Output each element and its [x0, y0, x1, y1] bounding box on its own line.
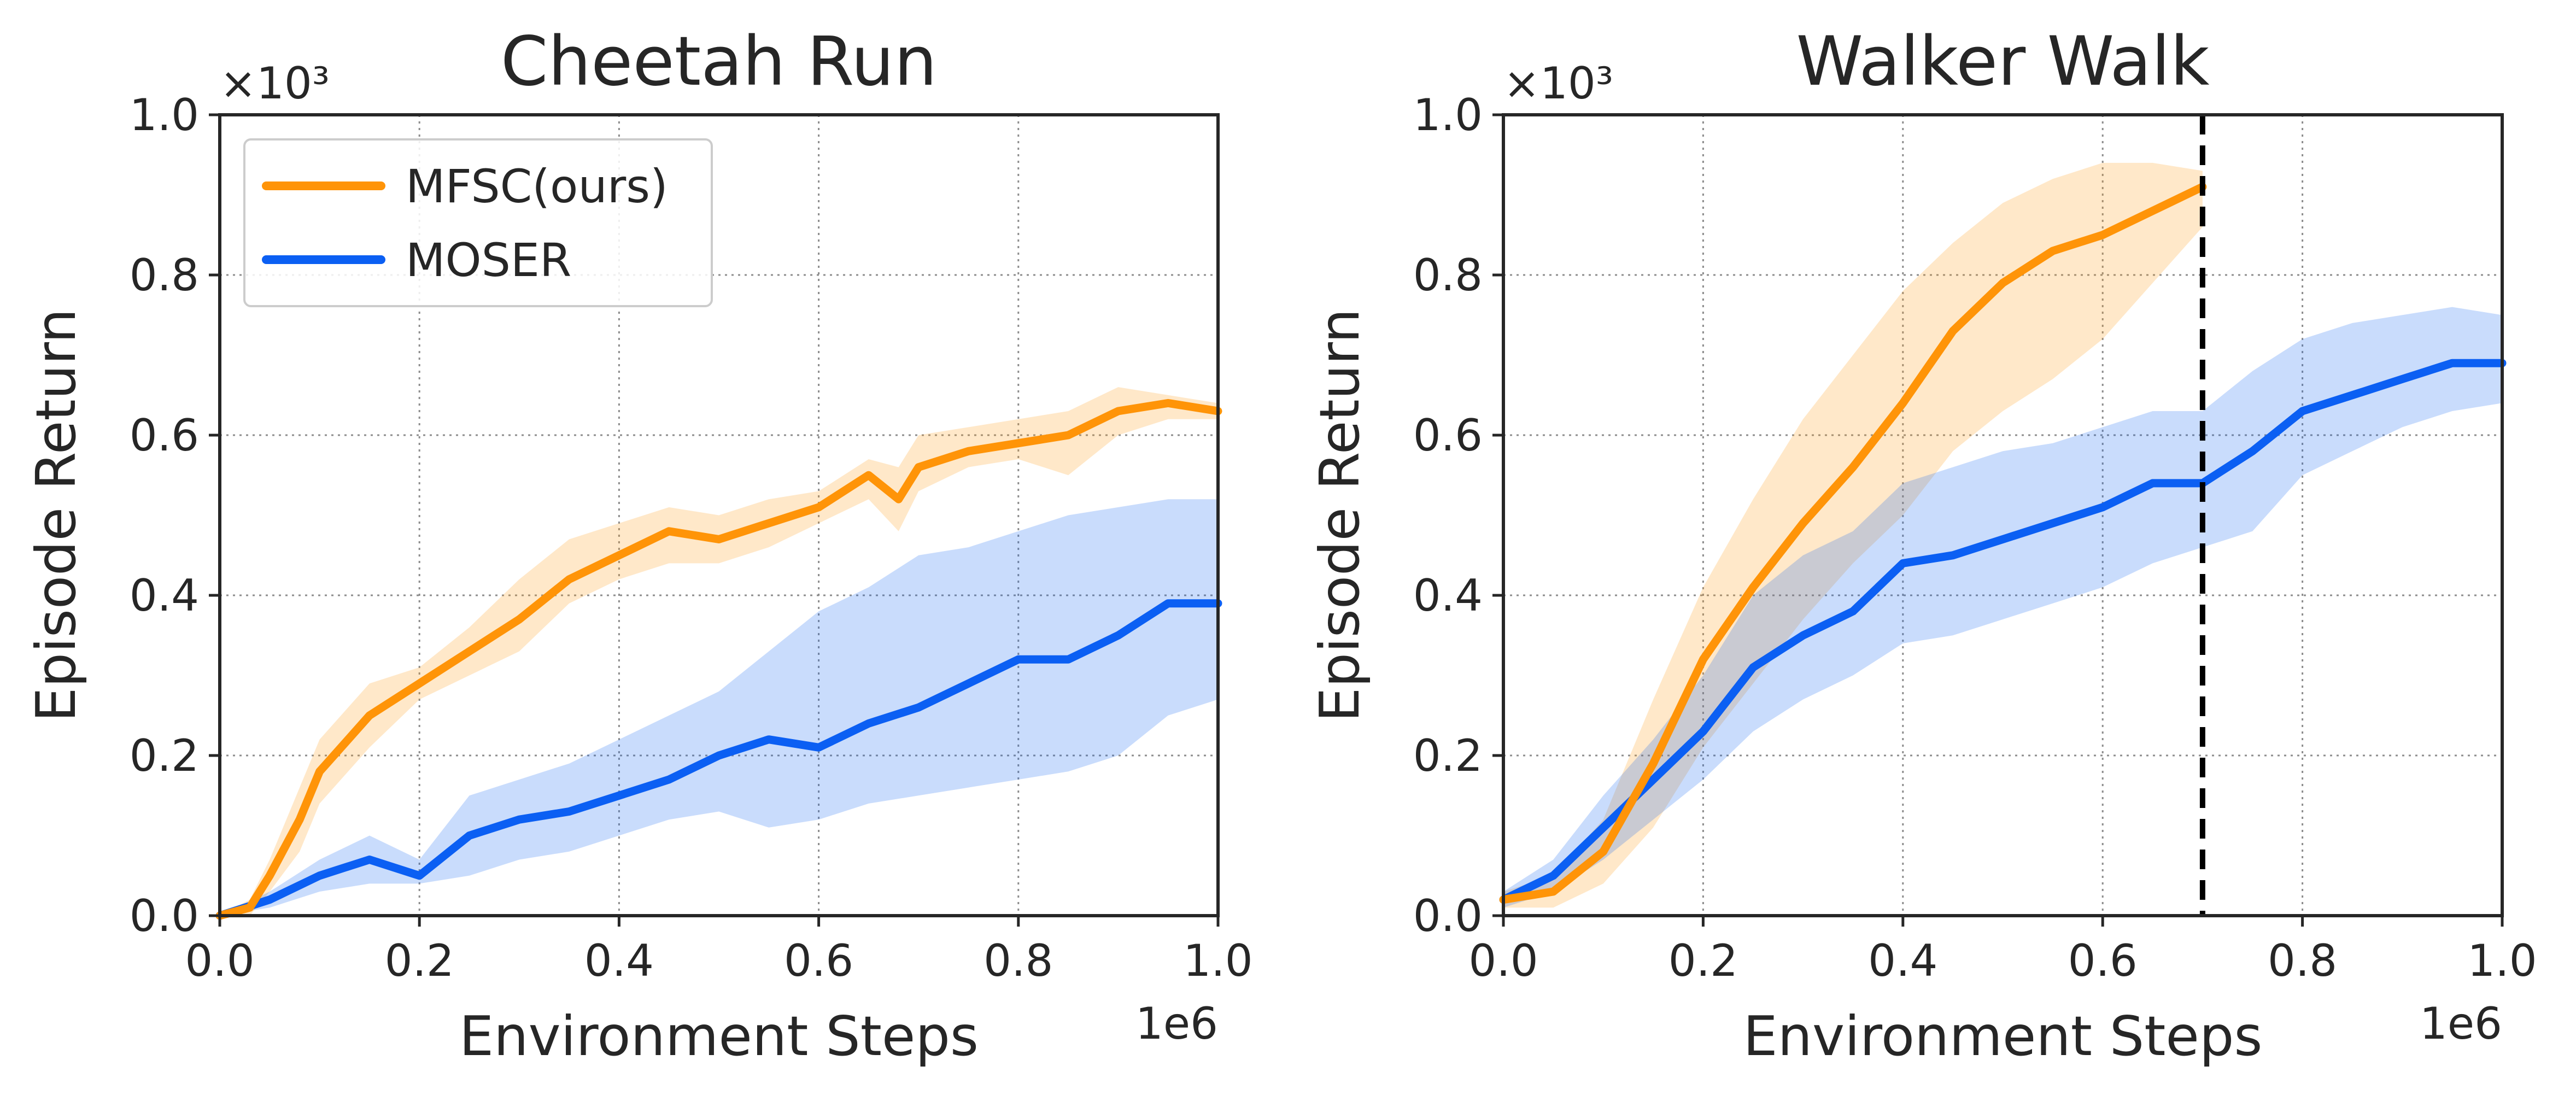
y-axis-multiplier: ×10³ — [220, 58, 330, 109]
x-tick-label: 0.0 — [1468, 935, 1538, 986]
x-tick-label: 0.2 — [385, 935, 454, 986]
x-tick-label: 0.4 — [584, 935, 654, 986]
x-axis-multiplier: 1e6 — [1135, 998, 1218, 1049]
x-tick-label: 1.0 — [1183, 935, 1252, 986]
y-tick-label: 0.6 — [130, 410, 199, 461]
y-tick-label: 0.8 — [1413, 250, 1483, 301]
band-moser — [1503, 307, 2502, 908]
x-tick-label: 0.0 — [185, 935, 254, 986]
legend: MFSC(ours) MOSER — [243, 138, 713, 307]
y-tick-label: 0.4 — [130, 570, 199, 621]
y-tick-label: 0.2 — [1413, 730, 1483, 781]
x-axis-label: Environment Steps — [1743, 1004, 2262, 1068]
x-tick-label: 1.0 — [2467, 935, 2537, 986]
chart-title: Cheetah Run — [501, 22, 937, 101]
confidence-bands — [220, 387, 1218, 916]
chart-cheetah-run: 0.0 0.2 0.4 0.6 0.8 1.0 0.0 0.2 0.4 0.6 0.8 1.0 Che… — [24, 22, 1253, 1068]
legend-label-mfsc: MFSC(ours) — [406, 160, 668, 213]
legend-box — [243, 138, 713, 307]
y-tick-label: 0.8 — [130, 250, 199, 301]
ticks: 0.0 0.2 0.4 0.6 0.8 1.0 0.0 0.2 0.4 0.6 0.8 1.0 — [130, 90, 1253, 986]
plot-frame — [218, 113, 1220, 917]
chart-walker-walk: 0.0 0.2 0.4 0.6 0.8 1.0 0.0 0.2 0.4 0.6 0.8 1.0 Wal… — [1308, 22, 2537, 1068]
y-tick-label: 0.0 — [130, 891, 199, 941]
x-tick-label: 0.8 — [983, 935, 1053, 986]
y-tick-label: 1.0 — [1413, 90, 1483, 140]
line-moser — [215, 599, 1222, 920]
x-tick-label: 0.2 — [1668, 935, 1738, 986]
x-tick-label: 0.4 — [1868, 935, 1937, 986]
ticks: 0.0 0.2 0.4 0.6 0.8 1.0 0.0 0.2 0.4 0.6 0.8 1.0 — [1413, 90, 2537, 986]
y-tick-label: 0.0 — [1413, 891, 1483, 941]
series-lines — [1499, 183, 2507, 904]
plot-frame — [1502, 113, 2504, 917]
y-tick-label: 0.6 — [1413, 410, 1483, 461]
x-axis-multiplier: 1e6 — [2420, 998, 2502, 1049]
series-lines — [215, 399, 1222, 920]
x-axis-label: Environment Steps — [459, 1004, 979, 1068]
y-axis-label: Episode Return — [24, 308, 88, 722]
y-tick-label: 0.4 — [1413, 570, 1483, 621]
band-moser — [220, 499, 1218, 916]
line-mfsc-ours- — [215, 399, 1222, 920]
legend-label-moser: MOSER — [406, 233, 571, 287]
y-tick-label: 0.2 — [130, 730, 199, 781]
y-axis-multiplier: ×10³ — [1503, 58, 1613, 109]
chart-title: Walker Walk — [1796, 22, 2209, 101]
y-tick-label: 1.0 — [130, 90, 199, 140]
x-tick-label: 0.6 — [784, 935, 853, 986]
x-tick-label: 0.8 — [2268, 935, 2337, 986]
line-moser — [1499, 359, 2507, 904]
x-tick-label: 0.6 — [2068, 935, 2138, 986]
line-mfsc-ours- — [1499, 183, 2207, 904]
y-axis-label: Episode Return — [1308, 308, 1372, 722]
band-mfsc-ours- — [1503, 162, 2203, 908]
confidence-bands — [1503, 162, 2502, 908]
